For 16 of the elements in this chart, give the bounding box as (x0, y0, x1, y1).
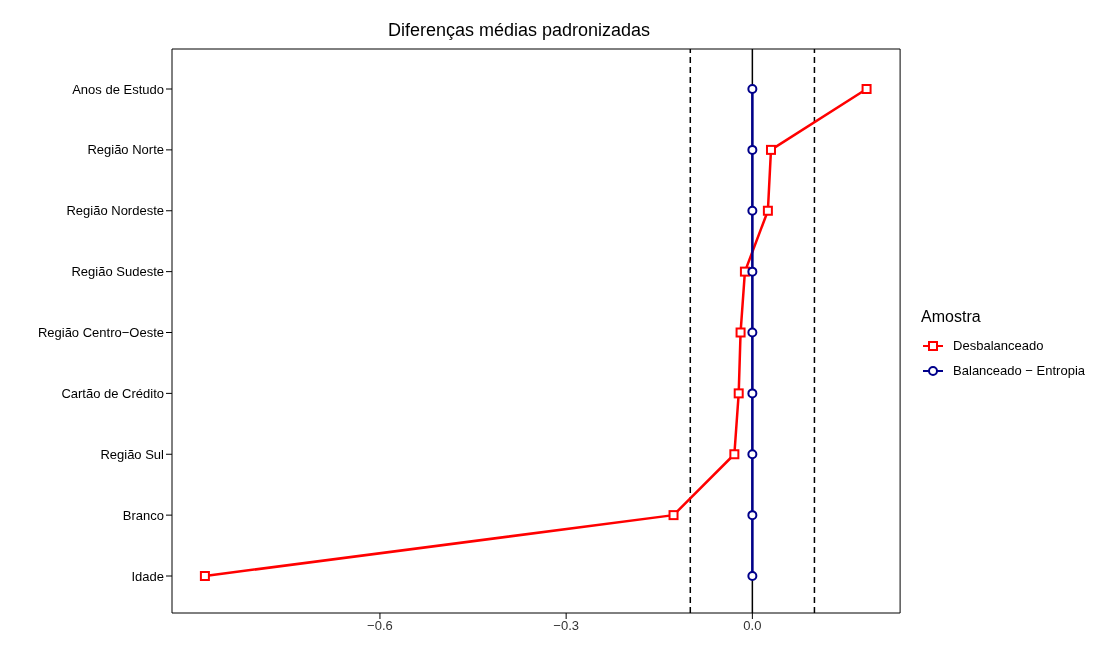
y-tick-label: Cartão de Crédito (61, 385, 164, 401)
y-tick-label: Região Sul (100, 446, 165, 462)
y-tick-label: Região Norte (87, 142, 164, 158)
x-tick-label: −0.6 (367, 618, 393, 634)
y-tick-label: Região Nordeste (66, 203, 164, 219)
y-tick-label: Anos de Estudo (72, 81, 164, 97)
y-tick-label: Idade (131, 568, 164, 584)
x-tick-label: −0.3 (553, 618, 579, 634)
y-tick-label: Região Centro−Oeste (37, 325, 164, 341)
legend-label: Desbalanceado (953, 338, 1044, 353)
legend-label: Balanceado − Entropia (953, 363, 1085, 378)
y-tick-label: Região Sudeste (71, 264, 164, 280)
x-tick-label: 0.0 (743, 618, 762, 634)
chart-title: Diferenças médias padronizadas (386, 20, 652, 41)
legend-title: Amostra (921, 308, 982, 326)
y-tick-label: Branco (122, 507, 164, 523)
